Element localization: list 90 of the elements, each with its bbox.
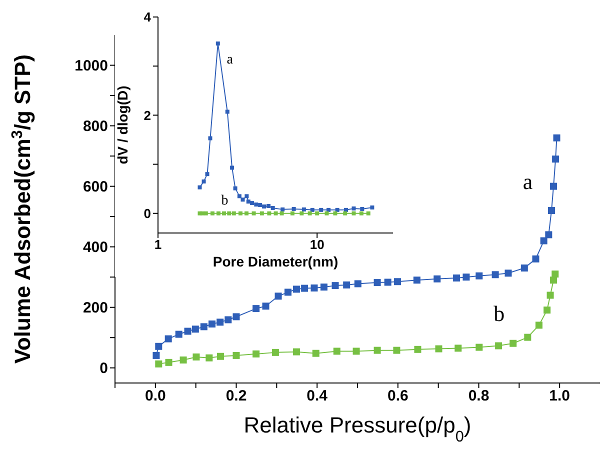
point — [540, 237, 548, 244]
point — [200, 323, 208, 330]
point — [208, 320, 216, 328]
point — [175, 330, 182, 338]
point — [434, 275, 441, 282]
point — [310, 284, 318, 292]
point — [274, 292, 282, 300]
point — [252, 350, 260, 358]
point — [413, 276, 420, 284]
x-axis-title: Relative Pressure(p/p$_{0}$) — [244, 412, 472, 445]
point — [532, 255, 540, 262]
point — [454, 344, 462, 352]
point — [550, 182, 558, 190]
series-label: b — [221, 194, 228, 209]
x-tick-label: 1.0 — [549, 388, 570, 405]
point — [192, 353, 200, 360]
point — [504, 270, 512, 277]
point — [552, 156, 560, 163]
point — [510, 340, 517, 347]
point — [301, 284, 308, 292]
point — [262, 302, 270, 310]
point — [180, 356, 187, 364]
point — [155, 360, 162, 368]
x-tick-label: 0.2 — [226, 388, 247, 405]
point — [192, 326, 199, 333]
point — [155, 342, 162, 350]
point — [495, 342, 502, 350]
point — [320, 284, 328, 291]
point — [548, 207, 555, 214]
point — [435, 345, 442, 352]
y-tick-label: 200 — [82, 300, 108, 317]
point — [414, 346, 422, 353]
point — [535, 322, 542, 329]
x-tick-label: 1 — [154, 237, 162, 252]
point — [552, 270, 559, 278]
point — [165, 358, 172, 366]
x-axis-title: Pore Diameter(nm) — [212, 254, 338, 270]
point — [292, 286, 300, 293]
point — [343, 281, 350, 288]
y-tick-label: 0 — [100, 360, 108, 378]
y-tick-label: 400 — [82, 239, 108, 256]
x-tick-label: 0.8 — [468, 388, 490, 405]
point — [152, 352, 160, 359]
point — [352, 348, 360, 355]
series-label: a — [226, 52, 234, 68]
point — [332, 282, 339, 290]
series-label: a — [522, 168, 533, 194]
y-tick-label: 4 — [144, 10, 152, 25]
point — [272, 348, 279, 356]
point — [164, 335, 172, 342]
point — [252, 305, 260, 312]
point — [476, 344, 483, 351]
point — [524, 334, 532, 341]
point — [520, 264, 528, 272]
point — [224, 316, 232, 324]
point — [553, 134, 560, 142]
point — [232, 313, 240, 320]
point — [206, 354, 213, 362]
y-tick-label: 0 — [144, 206, 151, 221]
point — [232, 352, 240, 359]
point — [476, 272, 483, 280]
x-tick-label: 0.6 — [387, 388, 408, 405]
point — [374, 279, 381, 286]
y-tick-label: 800 — [82, 118, 108, 136]
point — [216, 318, 224, 326]
point — [492, 271, 499, 278]
point — [374, 346, 381, 354]
y-axis-title: dV / dlog(D) — [114, 86, 131, 164]
point — [354, 280, 362, 288]
point — [544, 306, 551, 314]
x-tick-label: 0.0 — [144, 388, 166, 405]
y-tick-label: 600 — [82, 178, 108, 196]
point — [384, 278, 392, 286]
point — [284, 288, 292, 296]
point — [184, 328, 192, 335]
point — [312, 350, 320, 357]
point — [453, 274, 460, 282]
point — [292, 348, 300, 356]
point — [545, 231, 552, 238]
y-tick-label: 2 — [144, 108, 151, 123]
point — [394, 278, 402, 286]
series-label: b — [494, 301, 505, 326]
point — [216, 352, 224, 360]
point — [462, 274, 470, 281]
point — [393, 346, 400, 354]
y-tick-label: 1000 — [74, 58, 108, 75]
point — [333, 348, 340, 355]
point — [546, 292, 554, 299]
x-tick-label: 10 — [310, 237, 324, 252]
x-tick-label: 0.4 — [306, 388, 328, 405]
